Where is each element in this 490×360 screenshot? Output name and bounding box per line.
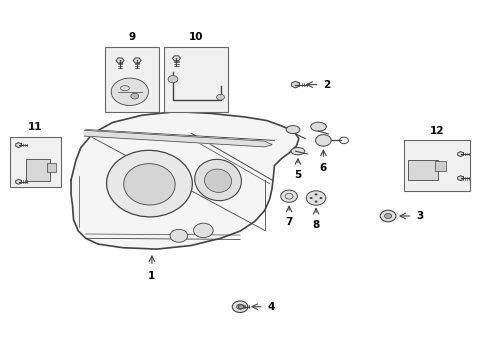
Text: 10: 10 <box>189 32 203 42</box>
Polygon shape <box>16 179 22 184</box>
Polygon shape <box>133 58 141 63</box>
Circle shape <box>315 193 318 195</box>
Text: 5: 5 <box>294 170 301 180</box>
Polygon shape <box>458 176 464 181</box>
Polygon shape <box>292 81 299 88</box>
FancyBboxPatch shape <box>408 160 438 180</box>
Ellipse shape <box>311 122 326 131</box>
Text: 3: 3 <box>416 211 424 221</box>
Circle shape <box>168 76 178 83</box>
Polygon shape <box>84 130 272 147</box>
Ellipse shape <box>204 169 232 192</box>
Circle shape <box>315 201 318 203</box>
Text: 9: 9 <box>129 32 136 42</box>
Polygon shape <box>16 143 22 148</box>
Text: 6: 6 <box>320 163 327 174</box>
FancyBboxPatch shape <box>105 47 159 112</box>
Ellipse shape <box>286 126 300 134</box>
Circle shape <box>281 190 297 202</box>
Circle shape <box>232 301 248 312</box>
Polygon shape <box>116 58 124 63</box>
FancyBboxPatch shape <box>404 140 470 191</box>
Text: 12: 12 <box>430 126 444 136</box>
Text: 8: 8 <box>313 220 319 230</box>
Ellipse shape <box>106 150 193 217</box>
Circle shape <box>170 229 188 242</box>
Circle shape <box>111 78 148 105</box>
Circle shape <box>380 210 396 222</box>
FancyBboxPatch shape <box>164 47 228 112</box>
FancyBboxPatch shape <box>10 137 61 187</box>
Circle shape <box>306 191 326 205</box>
Circle shape <box>319 197 322 199</box>
Polygon shape <box>172 56 180 61</box>
Text: 11: 11 <box>28 122 43 132</box>
Circle shape <box>237 304 244 309</box>
Text: 4: 4 <box>267 302 274 312</box>
Polygon shape <box>71 112 299 249</box>
Circle shape <box>316 135 331 146</box>
Polygon shape <box>458 152 464 157</box>
Circle shape <box>131 93 139 99</box>
Circle shape <box>217 94 224 100</box>
Text: 7: 7 <box>285 217 293 228</box>
Polygon shape <box>239 305 244 309</box>
Circle shape <box>194 223 213 238</box>
Ellipse shape <box>123 164 175 205</box>
FancyBboxPatch shape <box>26 159 50 181</box>
FancyBboxPatch shape <box>47 163 56 172</box>
Text: 2: 2 <box>323 80 331 90</box>
Circle shape <box>385 213 392 219</box>
Ellipse shape <box>291 148 305 155</box>
Ellipse shape <box>195 159 242 201</box>
Circle shape <box>310 197 313 199</box>
FancyBboxPatch shape <box>435 161 446 171</box>
Text: 1: 1 <box>148 271 155 281</box>
